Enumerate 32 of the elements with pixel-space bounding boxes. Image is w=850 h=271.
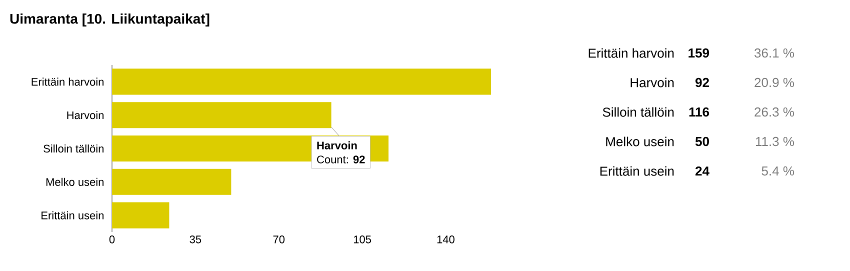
annotation: Harvoin xyxy=(317,141,357,150)
x-tick-label: 70 xyxy=(273,236,285,244)
x-tick-label: 140 xyxy=(437,236,454,244)
x-tick-label: 105 xyxy=(354,236,372,244)
data-label: 159 xyxy=(688,48,709,58)
data-label: 116 xyxy=(689,107,710,117)
data-label: 92 xyxy=(695,78,709,88)
category-label: Melko usein xyxy=(606,136,674,146)
data-label: 36.1 % xyxy=(754,48,794,58)
category-label: Silloin tällöin xyxy=(602,107,674,117)
data-label: 20.9 % xyxy=(754,78,794,88)
y-tick-label: Melko usein xyxy=(46,178,104,186)
y-tick-label: Erittäin harvoin xyxy=(32,78,104,86)
data-label: 24 xyxy=(695,166,710,176)
data-label: 50 xyxy=(695,136,709,146)
category-label: Erittäin usein xyxy=(600,166,674,176)
category-label: Harvoin xyxy=(630,78,674,88)
category-label: Erittäin harvoin xyxy=(588,48,674,58)
bar xyxy=(112,168,232,195)
data-label: 11.3 % xyxy=(756,136,794,146)
annotation: Count: 92 xyxy=(317,156,365,164)
y-tick-label: Erittäin usein xyxy=(42,211,104,220)
bar xyxy=(112,102,332,128)
y-tick-label: Silloin tällöin xyxy=(44,144,104,153)
data-label: 26.3 % xyxy=(754,107,794,117)
y-tick-label: Harvoin xyxy=(67,111,104,120)
x-tick-label: 0 xyxy=(109,236,115,244)
chart-title: Uimaranta [10. Liikuntapaikat] xyxy=(10,13,210,27)
bar xyxy=(112,202,170,228)
x-tick-label: 35 xyxy=(190,236,202,244)
data-label: 5.4 % xyxy=(762,166,794,176)
bar xyxy=(112,68,492,95)
